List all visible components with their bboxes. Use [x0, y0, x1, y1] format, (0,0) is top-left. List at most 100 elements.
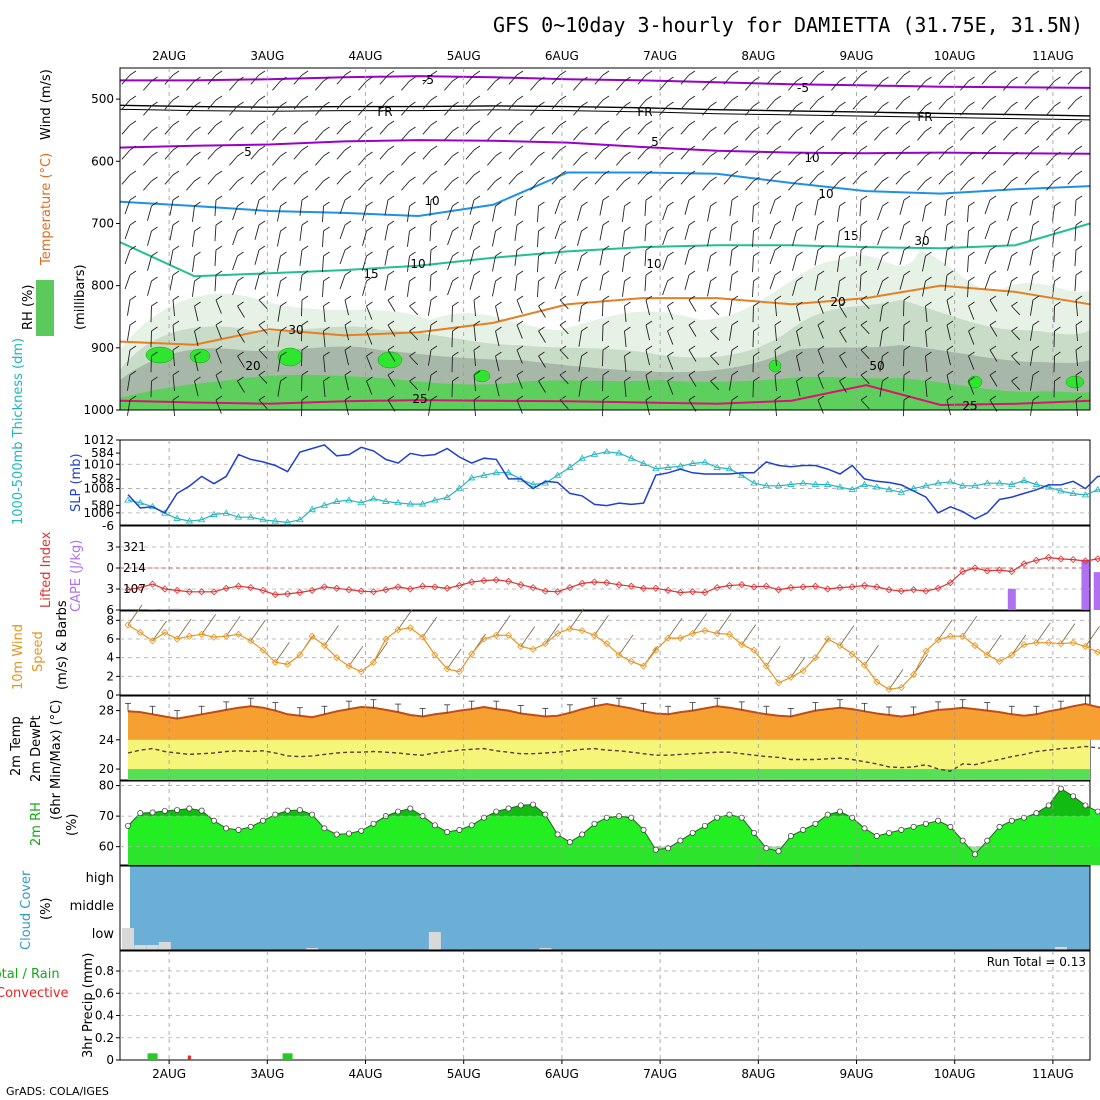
- wind-barb: [473, 299, 476, 317]
- wind-barb: [150, 305, 152, 323]
- wind-barb: [836, 255, 840, 272]
- wind-barb: [299, 199, 303, 216]
- wind-barb: [879, 330, 883, 347]
- wind-barb-flag: [624, 251, 631, 257]
- wind-barb-flag: [731, 195, 739, 201]
- wind-barb-flag: [817, 320, 825, 326]
- wind-barb: [836, 205, 840, 222]
- wind-barb: [237, 330, 245, 343]
- wind-barb-flag: [516, 295, 524, 301]
- wind-barb: [594, 149, 604, 160]
- wind10-barb: [201, 614, 216, 635]
- lifted-marker: [811, 582, 819, 590]
- wind-barb-flag: [366, 76, 373, 82]
- wind-barb: [447, 230, 453, 246]
- wind-barb: [944, 224, 948, 241]
- wind-barb: [728, 399, 733, 416]
- wind-barb: [516, 324, 523, 339]
- wind-barb: [766, 149, 776, 160]
- wind-barb: [680, 149, 690, 160]
- wind-barb-flag: [151, 176, 158, 182]
- wind-barb-flag: [796, 251, 803, 257]
- wind-barb: [276, 280, 281, 297]
- wind-barb-flag: [473, 345, 481, 351]
- wind-barb: [537, 205, 539, 223]
- wind-barb-flag: [430, 145, 438, 151]
- wind-barb: [788, 155, 797, 166]
- lifted-marker: [738, 581, 746, 589]
- lifted-marker: [419, 582, 427, 590]
- wind10-marker: [222, 632, 230, 640]
- wind-barb-flag: [301, 395, 309, 401]
- rh2m-marker: [775, 848, 782, 855]
- wind-barb-flag: [301, 295, 309, 301]
- wind-barb-flag: [1032, 245, 1040, 251]
- wind-barb-flag: [516, 70, 524, 76]
- run-total-label: Run Total = 0.13: [987, 955, 1086, 969]
- lifted-marker: [983, 567, 991, 575]
- wind-barb: [379, 174, 389, 185]
- wind-barb: [315, 80, 324, 91]
- wind-barb-flag: [430, 95, 438, 101]
- lifted-marker: [1069, 556, 1077, 564]
- wind-barb: [422, 99, 432, 110]
- wind-barb: [1067, 124, 1077, 135]
- wind-barb-flag: [667, 226, 674, 232]
- wind-barb-flag: [968, 126, 975, 132]
- wind-barb: [577, 230, 582, 246]
- wind-barb: [938, 149, 948, 160]
- temp-axis-label: 2m Temp: [9, 716, 24, 776]
- wind-barb-flag: [559, 145, 567, 151]
- wind-barb: [1074, 274, 1077, 292]
- thickness-marker: [148, 502, 157, 510]
- wind-barb-flag: [301, 320, 309, 326]
- wind-barb-flag: [989, 370, 997, 376]
- rh2m-marker: [886, 829, 893, 836]
- lifted-marker: [1045, 553, 1053, 562]
- wind10-marker: [775, 679, 783, 687]
- wind10-marker: [541, 640, 549, 648]
- wind-barb: [680, 174, 690, 185]
- wind10-marker: [554, 629, 562, 637]
- wind-barb-flag: [473, 70, 481, 76]
- wind-barb-flag: [882, 351, 889, 357]
- wind-barb-flag: [860, 95, 868, 101]
- wind-barb: [1011, 355, 1021, 366]
- wind10-marker: [848, 650, 856, 658]
- wind-barb: [491, 255, 496, 272]
- wind-barb-flag: [409, 151, 416, 157]
- rh2m-marker: [947, 823, 954, 830]
- wind-barb-flag: [452, 201, 459, 207]
- wind-barb-flag: [1032, 320, 1040, 326]
- wind-barb-flag: [323, 101, 330, 107]
- wind-barb-flag: [860, 345, 868, 351]
- wind-barb-flag: [280, 201, 287, 207]
- lifted-marker: [259, 586, 267, 594]
- wind-barb-flag: [925, 251, 932, 257]
- wind-barb: [1011, 305, 1021, 316]
- lifted-marker: [480, 577, 488, 585]
- wind-barb: [514, 274, 518, 291]
- rh2m-marker: [566, 839, 573, 846]
- wind-barb: [602, 374, 604, 392]
- wind-barb-flag: [280, 126, 287, 132]
- thickness-marker: [762, 481, 771, 489]
- wind-barb-flag: [710, 326, 717, 332]
- wind-barb-flag: [624, 201, 631, 207]
- wind-barb: [258, 349, 268, 360]
- wind10-marker: [799, 667, 807, 675]
- thickness-marker: [455, 484, 464, 491]
- lifted-marker: [885, 586, 893, 594]
- wind-barb-flag: [946, 95, 954, 101]
- wind-barb-flag: [215, 320, 223, 326]
- thickness-marker: [836, 483, 844, 490]
- wind-barb-flag: [774, 345, 782, 351]
- low-cloud-bar: [122, 928, 134, 950]
- wind-barb-flag: [903, 195, 911, 201]
- lifted-marker: [443, 584, 451, 592]
- wind-barb: [387, 299, 396, 312]
- wind-barb: [530, 80, 539, 91]
- wind-barb: [729, 274, 733, 291]
- wind-barb: [554, 274, 561, 290]
- wind-barb-flag: [731, 320, 739, 326]
